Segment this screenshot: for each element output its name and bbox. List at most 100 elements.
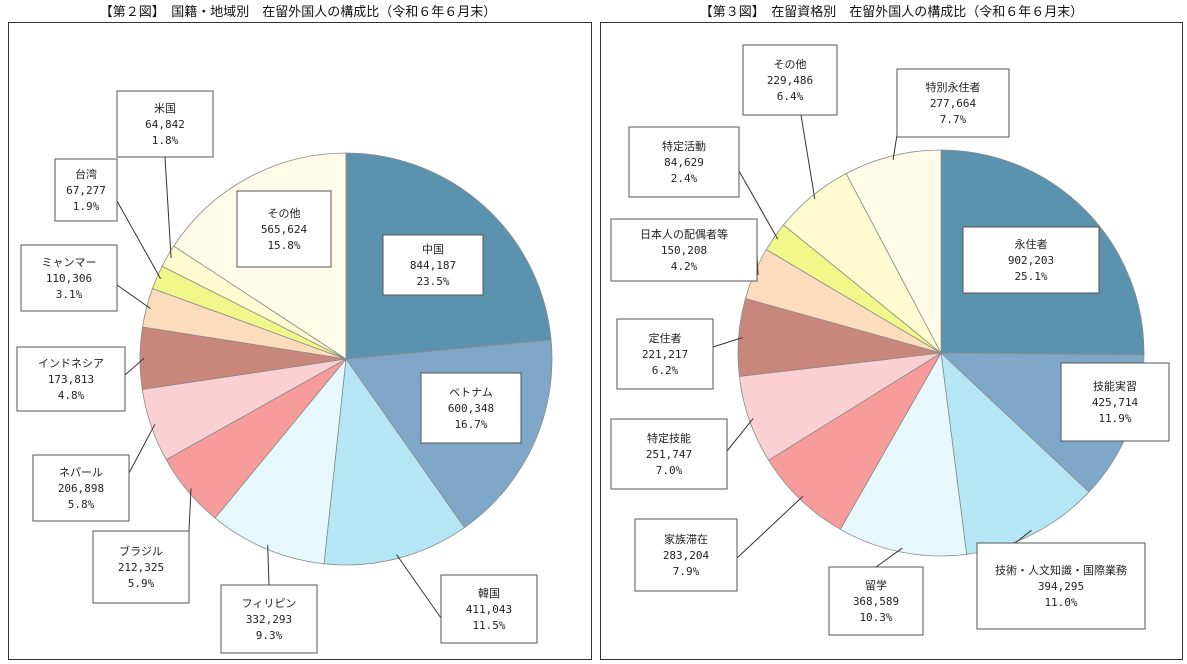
slice-label-box bbox=[628, 126, 740, 198]
slice-value-label: 600,348 bbox=[448, 402, 494, 415]
chart-title-status: 【第３図】 在留資格別 在留外国人の構成比（令和６年６月末） bbox=[699, 4, 1084, 20]
slice-label: 日本人の配偶者等 150,208 4.2% bbox=[610, 218, 758, 282]
slice-value-label: 251,747 bbox=[646, 448, 692, 461]
slice-label-box bbox=[32, 454, 130, 522]
slice-value-label: 425,714 bbox=[1092, 396, 1139, 409]
slice-percent-label: 5.8% bbox=[68, 498, 95, 511]
pie-chart-nationality: 中国 844,187 23.5% ベトナム 600,348 16.7% 韓国 411,043 1… bbox=[16, 90, 553, 654]
chart-frame-status: 永住者 902,203 25.1% 技能実習 425,714 11.9% 技術・人文知識・国… bbox=[600, 22, 1183, 660]
slice-label-box bbox=[828, 566, 924, 636]
slice-value-label: 206,898 bbox=[58, 482, 104, 495]
slice-percent-label: 5.9% bbox=[128, 577, 155, 590]
leader-line bbox=[892, 134, 898, 160]
slice-value-label: 64,842 bbox=[145, 118, 185, 131]
slice-label: その他 565,624 15.8% bbox=[236, 190, 332, 268]
slice-label: 永住者 902,203 25.1% bbox=[962, 226, 1100, 294]
slice-label-box bbox=[742, 44, 838, 116]
slice-value-label: 277,664 bbox=[930, 97, 977, 110]
slice-label-box bbox=[976, 542, 1146, 630]
slice-percent-label: 3.1% bbox=[56, 288, 83, 301]
slice-percent-label: 23.5% bbox=[416, 275, 449, 288]
slice-label-box bbox=[896, 68, 1010, 138]
slice-label-box bbox=[382, 234, 484, 296]
leader-line bbox=[128, 424, 156, 474]
slice-label: 技能実習 425,714 11.9% bbox=[1060, 362, 1170, 442]
slice-percent-label: 10.3% bbox=[859, 611, 892, 624]
slice-percent-label: 7.9% bbox=[673, 565, 700, 578]
slice-percent-label: 6.4% bbox=[777, 90, 804, 103]
leader-line bbox=[875, 547, 903, 568]
slice-percent-label: 11.0% bbox=[1044, 596, 1077, 609]
slice-labels: 永住者 902,203 25.1% 技能実習 425,714 11.9% 技術・人文知識・国… bbox=[610, 44, 1170, 636]
slice-label: ミャンマー 110,306 3.1% bbox=[20, 244, 118, 312]
slice-percent-label: 1.8% bbox=[152, 134, 179, 147]
slice-percent-label: 11.5% bbox=[472, 619, 505, 632]
leader-line bbox=[736, 495, 804, 559]
chart-frame-nationality: 中国 844,187 23.5% ベトナム 600,348 16.7% 韓国 411,043 1… bbox=[8, 22, 592, 660]
slice-value-label: 394,295 bbox=[1038, 580, 1084, 593]
leader-line bbox=[712, 337, 743, 348]
leader-line bbox=[726, 418, 754, 452]
slice-category-label: 韓国 bbox=[478, 587, 500, 600]
slice-label-box bbox=[440, 574, 538, 644]
slice-category-label: 留学 bbox=[865, 578, 887, 592]
slice-labels: 中国 844,187 23.5% ベトナム 600,348 16.7% 韓国 411,043 1… bbox=[16, 90, 538, 654]
slice-label-box bbox=[92, 530, 190, 604]
slice-label: ブラジル 212,325 5.9% bbox=[92, 530, 190, 604]
slice-category-label: 特別永住者 bbox=[926, 80, 981, 94]
slice-percent-label: 7.7% bbox=[940, 113, 967, 126]
slice-label-box bbox=[962, 226, 1100, 294]
leader-line bbox=[116, 200, 162, 280]
pie-slice bbox=[845, 149, 942, 354]
slice-value-label: 150,208 bbox=[661, 244, 707, 257]
slice-label: 台湾 67,277 1.9% bbox=[54, 158, 118, 222]
slice-label: 特定活動 84,629 2.4% bbox=[628, 126, 740, 198]
slice-category-label: ブラジル bbox=[119, 544, 163, 558]
slice-percent-label: 2.4% bbox=[671, 172, 698, 185]
slice-label-box bbox=[1060, 362, 1170, 442]
pie-slice bbox=[214, 357, 347, 565]
slice-category-label: その他 bbox=[268, 207, 301, 220]
slice-category-label: ネパール bbox=[59, 466, 103, 479]
slice-label: 定住者 221,217 6.2% bbox=[616, 318, 714, 390]
slice-label: 技術・人文知識・国際業務 394,295 11.0% bbox=[976, 542, 1146, 630]
chart-title-nationality: 【第２図】 国籍・地域別 在留外国人の構成比（令和６年６月末） bbox=[99, 4, 497, 20]
leader-lines bbox=[116, 156, 442, 619]
slice-label: その他 229,486 6.4% bbox=[742, 44, 838, 116]
slice-label: 家族滞在 283,204 7.9% bbox=[634, 518, 738, 592]
pie-slices bbox=[139, 152, 553, 566]
slice-category-label: 技術・人文知識・国際業務 bbox=[995, 563, 1127, 577]
leader-line bbox=[396, 554, 442, 619]
slice-percent-label: 11.9% bbox=[1098, 412, 1131, 425]
slice-value-label: 110,306 bbox=[46, 272, 92, 285]
slice-category-label: インドネシア bbox=[38, 357, 104, 370]
slice-label-box bbox=[54, 158, 118, 222]
leader-line bbox=[800, 114, 816, 200]
slice-value-label: 902,203 bbox=[1008, 254, 1054, 267]
slice-percent-label: 4.2% bbox=[671, 260, 698, 273]
slice-label-box bbox=[610, 218, 758, 282]
leader-line bbox=[267, 545, 270, 586]
slice-category-label: 永住者 bbox=[1015, 237, 1048, 251]
leader-line bbox=[738, 170, 779, 240]
pie-chart-status: 永住者 902,203 25.1% 技能実習 425,714 11.9% 技術・人文知識・国… bbox=[610, 44, 1170, 636]
slice-value-label: 212,325 bbox=[118, 561, 164, 574]
leader-line bbox=[164, 156, 172, 259]
slice-value-label: 67,277 bbox=[66, 184, 106, 197]
slice-category-label: ベトナム bbox=[449, 386, 493, 399]
slice-percent-label: 25.1% bbox=[1014, 270, 1047, 283]
slice-percent-label: 1.9% bbox=[73, 200, 100, 213]
slice-label-box bbox=[616, 318, 714, 390]
slice-percent-label: 9.3% bbox=[256, 629, 283, 642]
slice-category-label: 台湾 bbox=[75, 167, 97, 181]
slice-label: 米国 64,842 1.8% bbox=[116, 90, 214, 158]
slice-value-label: 173,813 bbox=[48, 373, 94, 386]
slice-value-label: 332,293 bbox=[246, 613, 292, 626]
slice-category-label: 家族滞在 bbox=[664, 532, 708, 546]
slice-value-label: 565,624 bbox=[261, 223, 308, 236]
leader-line bbox=[116, 284, 151, 309]
slice-label-box bbox=[420, 372, 522, 444]
slice-label: 留学 368,589 10.3% bbox=[828, 566, 924, 636]
pie-slices bbox=[737, 149, 1145, 557]
pie-slice bbox=[323, 357, 466, 566]
